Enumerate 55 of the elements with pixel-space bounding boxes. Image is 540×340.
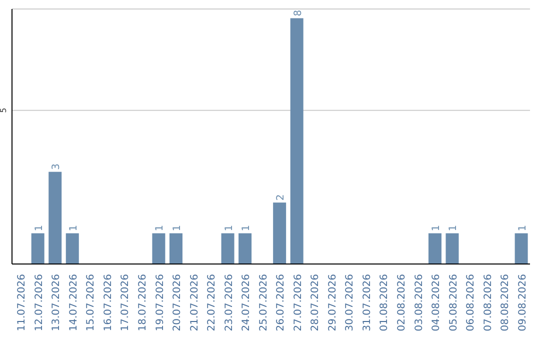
x-tick-label: 23.07.2026 — [224, 274, 235, 332]
data-label: 1 — [448, 224, 460, 232]
data-label: 1 — [172, 224, 183, 232]
x-tick-label: 06.08.2026 — [466, 274, 477, 332]
x-tick-label: 15.07.2026 — [86, 274, 97, 332]
bar — [66, 233, 79, 264]
x-tick-label: 29.07.2026 — [327, 274, 338, 332]
x-tick-label: 07.08.2026 — [482, 274, 494, 332]
bar — [290, 18, 304, 264]
x-tick-label: 09.08.2026 — [517, 274, 528, 332]
x-tick-label: 01.08.2026 — [379, 274, 390, 332]
x-tick-label: 02.08.2026 — [396, 274, 408, 332]
x-tick-label: 12.07.2026 — [34, 274, 45, 332]
x-tick-label: 22.07.2026 — [206, 274, 218, 332]
x-tick-label: 18.07.2026 — [138, 274, 148, 332]
x-tick-label: 26.07.2026 — [276, 274, 287, 332]
bar — [48, 172, 62, 264]
x-tick-label: 19.07.2026 — [154, 274, 166, 332]
x-tick-label: 30.07.2026 — [344, 274, 356, 332]
x-tick-label: 13.07.2026 — [51, 274, 62, 332]
bar — [446, 233, 459, 264]
data-label: 1 — [224, 224, 235, 232]
bar — [31, 233, 44, 264]
x-tick-label: 05.08.2026 — [448, 274, 460, 332]
x-tick-label: 25.07.2026 — [258, 274, 270, 332]
x-tick-label: 20.07.2026 — [172, 274, 184, 332]
data-label: 1 — [430, 224, 442, 232]
x-tick-label: 03.08.2026 — [414, 274, 425, 332]
x-tick-label: 16.07.2026 — [102, 274, 114, 332]
x-tick-label: 11.07.2026 — [16, 274, 28, 332]
data-label: 1 — [517, 224, 528, 232]
x-tick-label: 14.07.2026 — [68, 274, 80, 332]
bar — [152, 233, 166, 264]
x-tick-label: 27.07.2026 — [292, 274, 304, 332]
x-tick-label: 21.07.2026 — [189, 274, 200, 332]
data-label: 8 — [292, 10, 304, 16]
x-tick-label: 24.07.2026 — [241, 274, 252, 332]
data-label: 1 — [34, 224, 45, 232]
x-tick-label: 17.07.2026 — [120, 274, 132, 332]
data-label: 1 — [68, 224, 80, 232]
bar — [169, 233, 182, 264]
x-tick-label: 28.07.2026 — [310, 274, 322, 332]
bar — [221, 233, 234, 264]
bar — [428, 233, 442, 264]
data-label: 2 — [276, 194, 287, 201]
data-label: 1 — [154, 224, 166, 232]
bar — [238, 233, 252, 264]
data-label: 3 — [51, 163, 62, 170]
x-tick-label: 31.07.2026 — [362, 274, 373, 332]
bar — [273, 202, 286, 264]
data-label: 1 — [241, 224, 252, 232]
y-tick-label: 5 — [0, 108, 8, 113]
x-tick-label: 04.08.2026 — [431, 274, 442, 332]
bar — [514, 233, 528, 264]
x-tick-label: 08.08.2026 — [500, 274, 512, 332]
